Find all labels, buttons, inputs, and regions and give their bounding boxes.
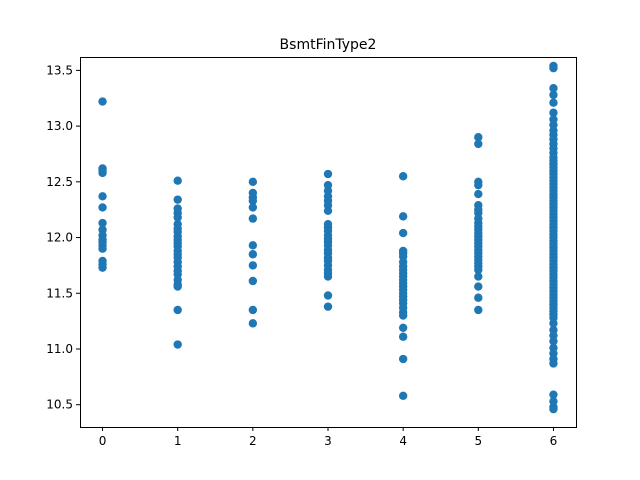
data-point	[98, 218, 107, 228]
data-point	[474, 272, 483, 281]
data-point	[248, 319, 258, 328]
data-point	[323, 291, 333, 300]
data-point	[248, 196, 258, 205]
data-point	[98, 244, 107, 253]
y-tick-label: 10.5	[46, 398, 73, 412]
y-tick-label: 11.5	[46, 286, 73, 300]
plot-frame	[80, 57, 577, 428]
x-tick-label: 4	[399, 434, 407, 448]
data-point	[248, 241, 258, 250]
data-point	[549, 336, 558, 346]
y-tick-label: 12.0	[46, 231, 73, 245]
data-point	[323, 302, 333, 311]
y-tick-label: 13.5	[46, 63, 73, 77]
data-point	[549, 108, 558, 117]
data-point	[398, 172, 408, 181]
data-point	[323, 206, 333, 215]
data-point	[398, 311, 408, 320]
data-point	[248, 305, 258, 315]
data-point	[173, 176, 182, 185]
data-point	[549, 84, 558, 93]
chart-title: BsmtFinType2	[280, 37, 377, 53]
data-point	[474, 189, 483, 199]
data-point	[173, 213, 182, 222]
data-point	[398, 391, 408, 400]
data-point	[549, 359, 558, 368]
data-point	[398, 354, 408, 364]
data-point	[248, 214, 258, 223]
x-tick-label: 1	[174, 434, 182, 448]
x-tick-label: 3	[324, 434, 332, 448]
data-point	[398, 323, 408, 333]
data-point	[549, 319, 558, 328]
data-point	[549, 63, 558, 73]
data-point	[474, 139, 483, 149]
data-point	[549, 98, 558, 107]
data-point	[98, 168, 107, 178]
data-point	[173, 282, 182, 291]
y-tick-label: 11.0	[46, 342, 73, 356]
y-axis: 10.5 11.0 11.5 12.0 12.5 13.0 13.5	[46, 63, 80, 412]
data-point	[173, 195, 182, 204]
data-point	[173, 305, 182, 315]
data-point	[98, 192, 107, 201]
data-point	[98, 97, 107, 106]
data-point	[173, 340, 182, 349]
data-point	[98, 203, 107, 212]
data-point	[474, 133, 483, 142]
x-tick-label: 0	[99, 434, 107, 448]
x-tick-label: 2	[249, 434, 257, 448]
data-point	[98, 263, 107, 272]
data-point	[248, 250, 258, 259]
data-point	[248, 276, 258, 286]
data-point	[549, 390, 558, 399]
data-point	[323, 169, 333, 179]
x-tick-label: 6	[550, 434, 558, 448]
data-point	[248, 177, 258, 187]
data-point	[474, 180, 483, 190]
y-tick-label: 12.5	[46, 175, 73, 189]
data-point	[549, 90, 558, 100]
data-points	[98, 61, 558, 414]
data-point	[474, 305, 483, 315]
data-point	[398, 228, 408, 238]
data-point	[248, 203, 258, 212]
data-point	[474, 265, 483, 275]
data-point	[474, 282, 483, 291]
data-point	[323, 272, 333, 281]
data-point	[398, 332, 408, 341]
data-point	[549, 404, 558, 414]
y-tick-label: 13.0	[46, 119, 73, 133]
data-point	[248, 261, 258, 270]
x-tick-label: 5	[474, 434, 482, 448]
data-point	[398, 212, 408, 221]
data-point	[474, 293, 483, 302]
